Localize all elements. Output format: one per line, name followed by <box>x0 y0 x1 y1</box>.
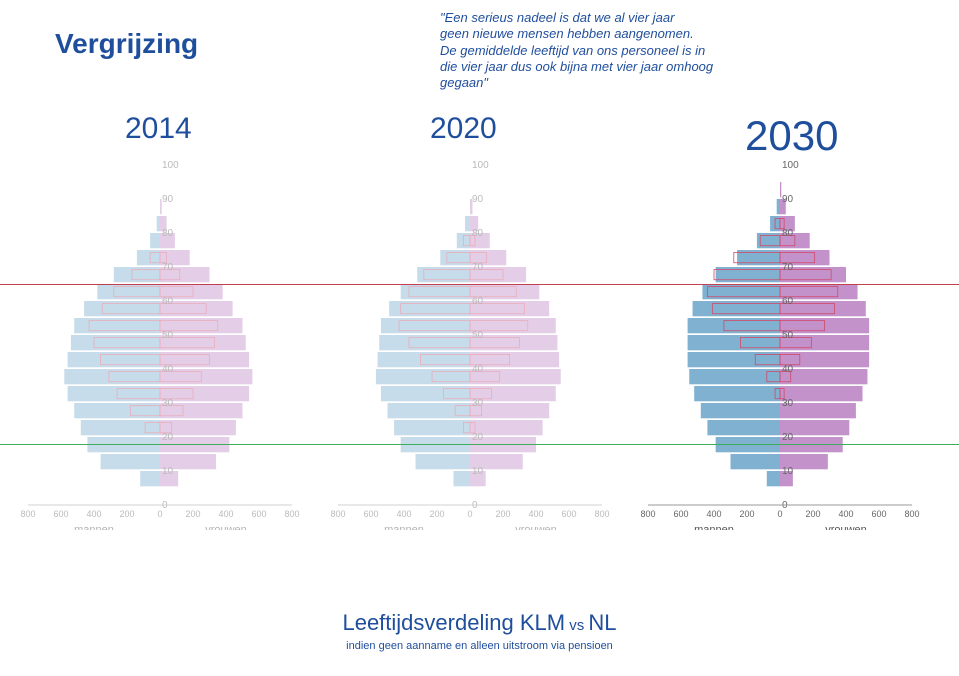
year-label: 2030 <box>745 112 838 160</box>
svg-text:200: 200 <box>739 509 754 519</box>
quote-line: "Een serieus nadeel is dat we al vier ja… <box>440 10 740 26</box>
fade-overlay <box>10 160 310 570</box>
svg-text:50: 50 <box>782 330 794 341</box>
footer-sub-text: indien geen aanname en alleen uitstroom … <box>346 640 613 652</box>
quote-line: geen nieuwe mensen hebben aangenomen. <box>440 26 740 42</box>
title-text: Vergrijzing <box>55 28 198 59</box>
footer-klm: KLM <box>520 610 565 635</box>
footer-subtitle: indien geen aanname en alleen uitstroom … <box>0 640 959 652</box>
svg-text:600: 600 <box>871 509 886 519</box>
quote-block: "Een serieus nadeel is dat we al vier ja… <box>440 10 740 91</box>
pyramid-svg: 0 10 20 30 40 50 60 70 80 90 100 800 800 600 600 400 400… <box>630 160 930 530</box>
population-pyramid: 0102030405060708090100800800600600400400… <box>10 160 310 570</box>
quote-line: die vier jaar dus ook bijna met vier jaa… <box>440 59 740 75</box>
svg-text:600: 600 <box>673 509 688 519</box>
svg-text:0: 0 <box>777 509 782 519</box>
svg-text:100: 100 <box>782 160 799 171</box>
footer-vs: vs <box>565 617 588 634</box>
svg-text:90: 90 <box>782 194 794 205</box>
svg-text:400: 400 <box>706 509 721 519</box>
population-pyramid: 0 10 20 30 40 50 60 70 80 90 100 800 800 600 600 400 400… <box>630 160 930 570</box>
svg-text:80: 80 <box>782 228 794 239</box>
svg-text:mannen: mannen <box>694 524 734 530</box>
svg-text:40: 40 <box>782 364 794 375</box>
population-pyramid: 0102030405060708090100800800600600400400… <box>320 160 620 570</box>
fade-overlay <box>320 160 620 570</box>
page-title: Vergrijzing <box>55 28 198 60</box>
quote-line: De gemiddelde leeftijd van ons personeel… <box>440 43 740 59</box>
quote-line: gegaan" <box>440 75 740 91</box>
svg-text:20: 20 <box>782 432 794 443</box>
svg-text:800: 800 <box>904 509 919 519</box>
svg-text:60: 60 <box>782 296 794 307</box>
svg-text:30: 30 <box>782 398 794 409</box>
svg-text:70: 70 <box>782 262 794 273</box>
svg-text:200: 200 <box>805 509 820 519</box>
svg-text:400: 400 <box>838 509 853 519</box>
year-label: 2020 <box>430 112 497 146</box>
year-label: 2014 <box>125 112 192 146</box>
svg-text:vrouwen: vrouwen <box>825 524 867 530</box>
svg-text:800: 800 <box>640 509 655 519</box>
footer-title: Leeftijdsverdeling KLM vs NL <box>0 610 959 636</box>
reference-line <box>0 444 959 445</box>
reference-line <box>0 284 959 285</box>
footer-pre: Leeftijdsverdeling <box>342 610 519 635</box>
svg-text:10: 10 <box>782 466 794 477</box>
footer-nl: NL <box>588 610 616 635</box>
